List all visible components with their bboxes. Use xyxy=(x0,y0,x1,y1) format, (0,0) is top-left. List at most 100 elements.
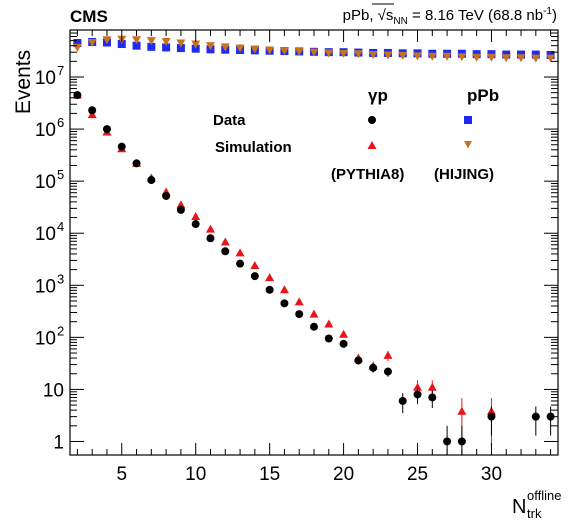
y-tick-label: 10 xyxy=(35,68,56,89)
legend-gen-gamma: (PYTHIA8) xyxy=(331,166,404,183)
legend-row-sim: Simulation xyxy=(215,139,292,156)
data-point xyxy=(339,339,348,348)
data-point xyxy=(221,247,230,256)
data-point xyxy=(324,49,334,58)
data-point xyxy=(501,54,511,63)
data-point xyxy=(162,191,171,200)
legend: γp pPb Data Simulation (PYTHIA8) (HIJING… xyxy=(213,86,499,183)
data-point xyxy=(428,393,437,402)
data-point xyxy=(72,43,82,52)
data-point xyxy=(102,125,111,134)
data-point xyxy=(176,200,186,209)
data-point xyxy=(191,40,201,49)
data-point xyxy=(191,220,200,229)
y-tick-label-exp: 6 xyxy=(57,115,64,130)
data-point xyxy=(117,142,126,151)
data-point xyxy=(132,159,141,168)
data-point xyxy=(369,363,378,372)
data-point xyxy=(368,51,378,60)
data-point xyxy=(250,272,259,281)
x-tick-label: 5 xyxy=(116,464,127,485)
data-point xyxy=(161,38,171,47)
data-point xyxy=(117,40,126,49)
data-point xyxy=(309,309,319,318)
data-point xyxy=(205,224,215,233)
data-point xyxy=(310,322,318,331)
data-point xyxy=(353,50,363,59)
data-point xyxy=(354,356,363,365)
data-point xyxy=(176,39,186,48)
x-tick-label: 25 xyxy=(407,464,428,485)
data-point xyxy=(383,350,393,359)
sqrt-symbol: √ xyxy=(378,7,387,24)
data-point xyxy=(427,52,437,61)
data-point xyxy=(339,49,349,58)
data-point xyxy=(87,39,97,48)
data-point xyxy=(442,52,452,61)
data-point xyxy=(220,43,230,52)
data-point xyxy=(546,412,555,421)
data-point xyxy=(413,382,423,391)
y-tick-label: 10 xyxy=(35,120,56,141)
data-point xyxy=(220,237,230,246)
series-1 xyxy=(72,35,556,63)
data-point xyxy=(309,48,319,57)
x-axis-title: N xyxy=(512,496,526,518)
legend-col-gamma: γp xyxy=(368,86,388,105)
data-point xyxy=(531,54,541,63)
data-point xyxy=(235,248,245,257)
data-point xyxy=(383,51,393,60)
x-tick-label: 20 xyxy=(333,464,354,485)
plot-content xyxy=(72,35,556,455)
data-point xyxy=(102,36,112,45)
data-point xyxy=(162,43,171,52)
data-point xyxy=(324,334,333,343)
data-point xyxy=(191,44,200,53)
cms-label: CMS xyxy=(70,7,108,26)
data-point xyxy=(191,211,201,220)
data-point xyxy=(146,37,156,46)
data-point xyxy=(147,42,156,51)
data-point xyxy=(413,52,423,61)
data-point xyxy=(324,319,334,328)
data-point xyxy=(235,44,245,53)
data-point xyxy=(236,259,245,268)
legend-marker-sim-ppb xyxy=(464,141,472,149)
series-3 xyxy=(73,91,555,455)
x-axis-title-sub: trk xyxy=(527,506,542,521)
data-point xyxy=(413,390,422,399)
data-point xyxy=(280,299,289,308)
data-point xyxy=(472,53,482,62)
legend-marker-sim-gp xyxy=(367,141,377,149)
data-point xyxy=(265,46,275,55)
data-point xyxy=(531,50,540,59)
y-tick-label: 10 xyxy=(35,172,56,193)
y-tick-label: 1 xyxy=(53,432,64,453)
legend-marker-data-gp xyxy=(368,116,376,124)
data-point xyxy=(531,412,540,421)
data-point xyxy=(457,437,466,446)
data-point xyxy=(88,106,97,115)
data-point xyxy=(279,285,289,294)
data-point xyxy=(279,47,289,56)
x-tick-label: 15 xyxy=(259,464,280,485)
data-point xyxy=(206,234,215,243)
data-point xyxy=(398,396,407,405)
x-axis-title-sup: offline xyxy=(527,488,561,503)
data-point xyxy=(486,53,496,62)
y-tick-label: 10 xyxy=(43,380,64,401)
data-point xyxy=(487,412,496,421)
data-point xyxy=(383,367,392,376)
data-point xyxy=(265,273,275,282)
y-tick-label-exp: 5 xyxy=(57,167,64,182)
data-point xyxy=(295,310,304,319)
data-point xyxy=(294,297,304,306)
x-axis-ticks: 5 10 15 20 25 30 xyxy=(76,30,552,485)
data-point xyxy=(546,54,556,63)
y-tick-label-exp: 3 xyxy=(57,271,64,286)
data-point xyxy=(457,406,467,415)
data-point xyxy=(250,45,260,54)
data-point xyxy=(427,382,437,391)
data-point xyxy=(73,39,82,48)
